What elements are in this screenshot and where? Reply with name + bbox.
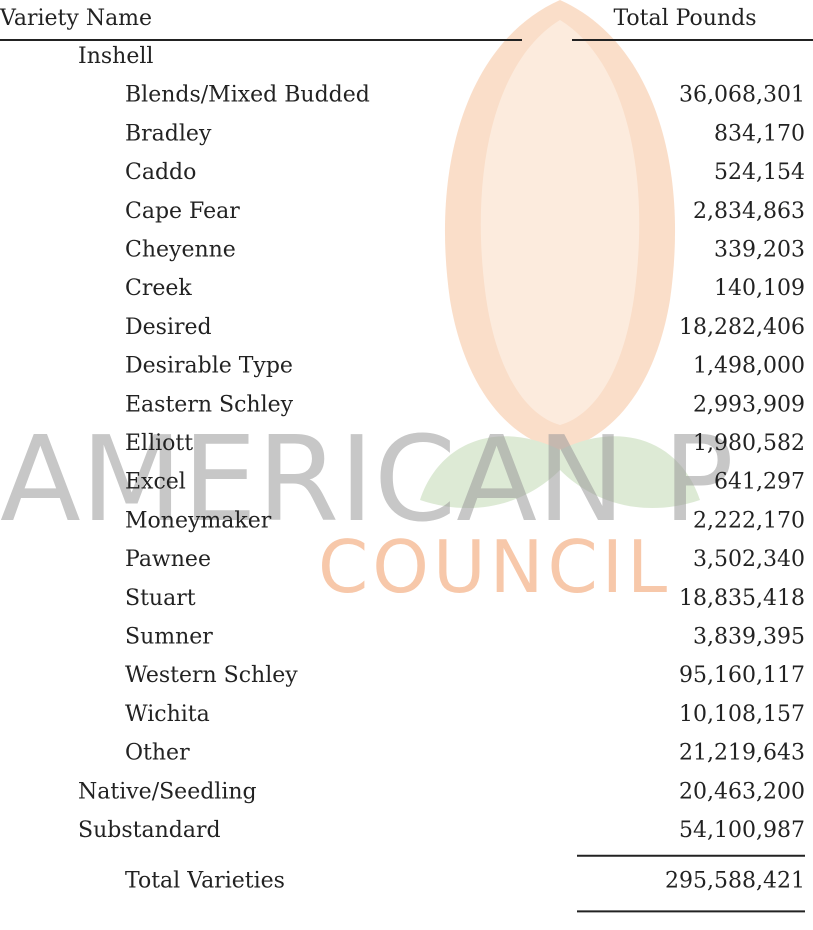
row-value: 295,588,421 (665, 869, 805, 894)
row-value: 21,219,643 (679, 741, 805, 766)
row-value: 1,498,000 (693, 354, 805, 379)
row-value: 3,839,395 (693, 625, 805, 650)
row-label: Caddo (125, 160, 196, 185)
row-label: Wichita (125, 702, 210, 727)
row-value: 3,502,340 (693, 547, 805, 572)
row-label: Pawnee (125, 547, 211, 572)
row-value: 2,222,170 (693, 508, 805, 533)
row-label: Elliott (125, 431, 193, 456)
row-value: 20,463,200 (679, 779, 805, 804)
row-label: Substandard (78, 818, 221, 843)
row-label: Cheyenne (125, 238, 236, 263)
watermark-text: COUNCIL (318, 525, 671, 609)
row-label: Stuart (125, 586, 196, 611)
row-value: 834,170 (714, 121, 805, 146)
row-value: 36,068,301 (679, 83, 805, 108)
row-label: Desirable Type (125, 354, 293, 379)
row-label: Sumner (125, 625, 213, 650)
row-value: 524,154 (714, 160, 805, 185)
row-label: Western Schley (125, 663, 298, 688)
column-header: Variety Name (0, 6, 152, 31)
row-value: 641,297 (714, 470, 805, 495)
row-label: Creek (125, 276, 192, 301)
row-label: Native/Seedling (78, 779, 257, 804)
row-value: 10,108,157 (679, 702, 805, 727)
row-value: 2,993,909 (693, 392, 805, 417)
row-value: 140,109 (714, 276, 805, 301)
row-value: 54,100,987 (679, 818, 805, 843)
row-value: 18,835,418 (679, 586, 805, 611)
row-label: Cape Fear (125, 199, 240, 224)
row-value: 339,203 (714, 238, 805, 263)
document: AMERICAN P COUNCIL Variety Name Total Po… (0, 0, 813, 930)
row-label: Total Varieties (125, 869, 285, 894)
row-label: Blends/Mixed Budded (125, 83, 370, 108)
row-label: Moneymaker (125, 508, 272, 533)
row-label: Bradley (125, 121, 212, 146)
row-value: 1,980,582 (693, 431, 805, 456)
row-value: 95,160,117 (679, 663, 805, 688)
section-label: Inshell (78, 44, 153, 69)
row-label: Excel (125, 470, 186, 495)
row-label: Eastern Schley (125, 392, 294, 417)
row-label: Desired (125, 315, 212, 340)
row-value: 2,834,863 (693, 199, 805, 224)
row-value: 18,282,406 (679, 315, 805, 340)
row-label: Other (125, 741, 190, 766)
column-header: Total Pounds (613, 6, 756, 31)
